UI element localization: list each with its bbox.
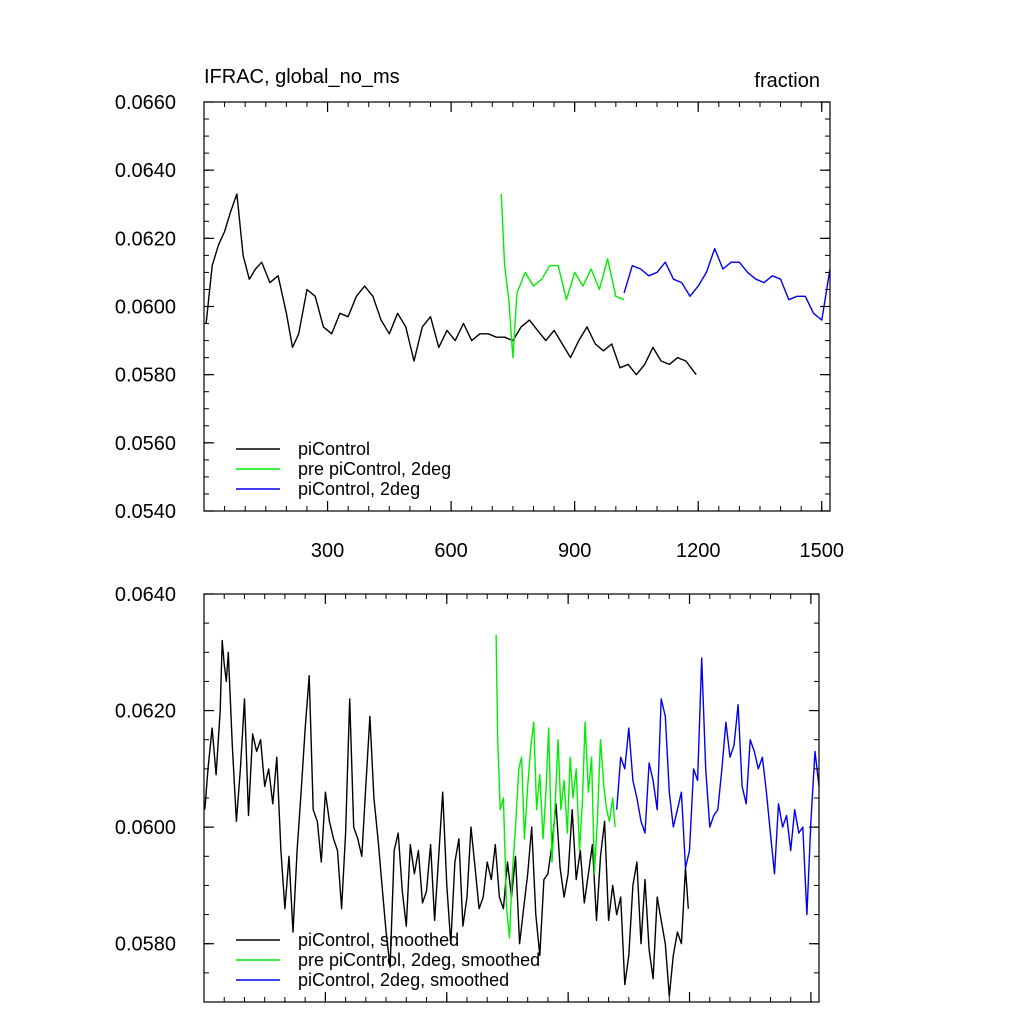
- y-tick-label: 0.0660: [115, 92, 176, 114]
- legend-label: piControl, 2deg: [298, 479, 420, 499]
- y-tick-label: 0.0640: [115, 584, 176, 606]
- series-line-3: [616, 657, 820, 916]
- y-tick-label: 0.0620: [115, 701, 176, 723]
- y-tick-label: 0.0580: [115, 365, 176, 387]
- series-line-3: [623, 247, 831, 321]
- x-tick-label: 900: [558, 540, 591, 562]
- series-line-2: [500, 193, 625, 359]
- x-tick-label: 600: [434, 540, 467, 562]
- units-label: fraction: [754, 70, 820, 92]
- legend-label: pre piControl, 2deg: [298, 459, 451, 479]
- tick-layer: 0.0580 0.0600 0.0620 0.0640: [115, 584, 819, 1003]
- y-tick-label: 0.0600: [115, 297, 176, 319]
- series-line-2: [495, 634, 616, 939]
- series-line-1: [205, 193, 697, 376]
- series-line-1: [204, 639, 689, 997]
- bottom-line-chart: 0.0580 0.0600 0.0620 0.0640 piControl, smoo…: [115, 584, 820, 1003]
- y-tick-label: 0.0580: [115, 934, 176, 956]
- y-tick-label: 0.0640: [115, 160, 176, 182]
- legend-label: pre piControl, 2deg, smoothed: [298, 950, 540, 970]
- y-tick-label: 0.0560: [115, 433, 176, 455]
- series-layer: [205, 193, 831, 376]
- x-tick-label: 1200: [676, 540, 721, 562]
- series-layer: [204, 634, 820, 997]
- chart-title: IFRAC, global_no_ms: [204, 66, 400, 88]
- y-tick-label: 0.0540: [115, 501, 176, 523]
- legend-label: piControl, smoothed: [298, 930, 459, 950]
- legend-label: piControl, 2deg, smoothed: [298, 970, 509, 990]
- tick-layer: 0.0540 0.0560 0.0580 0.0600 0.0620 0.0640 0.06…: [115, 92, 844, 562]
- top-line-chart: IFRAC, global_no_ms fraction 0.0540 0.056…: [115, 66, 844, 562]
- x-tick-label: 300: [311, 540, 344, 562]
- plot-frame: [203, 593, 820, 1003]
- y-tick-label: 0.0600: [115, 817, 176, 839]
- x-tick-label: 1500: [800, 540, 845, 562]
- y-tick-label: 0.0620: [115, 228, 176, 250]
- legend-label: piControl: [298, 439, 370, 459]
